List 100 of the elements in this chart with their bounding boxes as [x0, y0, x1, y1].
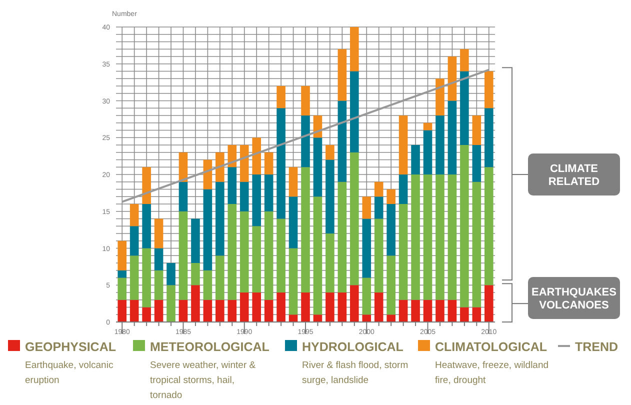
- legend-label: METEOROLOGICAL: [150, 340, 270, 354]
- bar: [350, 71, 359, 152]
- legend-label: GEOPHYSICAL: [25, 340, 116, 354]
- bar: [313, 138, 322, 197]
- bar: [386, 314, 396, 322]
- bar: [386, 204, 396, 256]
- bar: [276, 86, 286, 108]
- bar: [264, 174, 274, 212]
- bar: [228, 145, 237, 168]
- bar: [350, 27, 359, 72]
- bar: [118, 240, 127, 270]
- bar: [448, 100, 457, 174]
- bar: [374, 196, 384, 219]
- bar: [118, 278, 127, 300]
- bar: [411, 145, 420, 174]
- bar: [142, 307, 151, 322]
- bar: [484, 285, 494, 322]
- bar: [326, 160, 334, 234]
- bar: [216, 152, 224, 182]
- bar: [276, 218, 286, 292]
- bar: [264, 211, 274, 300]
- bar: [460, 145, 469, 308]
- bar: [288, 167, 298, 197]
- bar: [191, 263, 200, 286]
- bar: [484, 167, 494, 286]
- bar: [130, 256, 139, 300]
- bar: [154, 248, 164, 270]
- text: CLIMATE RELATED: [548, 163, 600, 188]
- bar: [326, 292, 334, 322]
- bar: [350, 285, 359, 322]
- bar: [472, 307, 482, 322]
- bar: [118, 270, 127, 278]
- bar: [288, 314, 298, 322]
- bar: [252, 138, 261, 174]
- text: Severe weather, winter & tropical storms, hail, tornado: [150, 360, 256, 401]
- bar: [374, 292, 384, 322]
- bar: [203, 189, 212, 270]
- bar: [154, 300, 164, 322]
- bar: [338, 49, 347, 101]
- bar: [423, 174, 432, 300]
- bar: [423, 130, 432, 174]
- bar: [362, 196, 372, 219]
- bar: [216, 300, 224, 322]
- bar: [142, 167, 151, 204]
- bar: [203, 160, 212, 190]
- bar: [154, 218, 164, 248]
- text: Heatwave, freeze, wildland fire, drought: [435, 360, 549, 386]
- bar: [326, 234, 334, 292]
- bar: [264, 152, 274, 174]
- bar: [166, 285, 176, 322]
- bar: [448, 56, 457, 101]
- bar: [264, 300, 274, 322]
- bar: [178, 211, 188, 300]
- bar: [460, 49, 469, 72]
- bar: [423, 122, 432, 130]
- bar: [203, 270, 212, 300]
- bar: [240, 145, 249, 182]
- bar: [338, 182, 347, 292]
- bar: [178, 300, 188, 322]
- bar: [313, 314, 322, 322]
- bar: [411, 300, 420, 322]
- bar: [398, 174, 408, 204]
- text: Earthquake, volcanic eruption: [25, 360, 114, 386]
- bar: [472, 116, 482, 145]
- bar: [374, 182, 384, 197]
- bar: [276, 292, 286, 322]
- bar: [398, 300, 408, 322]
- bar: [118, 300, 127, 322]
- bar: [228, 204, 237, 300]
- bar: [276, 108, 286, 219]
- bar: [301, 292, 310, 322]
- bar: [228, 167, 237, 204]
- text: River & flash flood, storm surge, landslide: [302, 360, 408, 386]
- bar: [448, 300, 457, 322]
- bar: [240, 292, 249, 322]
- bar: [362, 218, 372, 278]
- bar: [166, 263, 176, 286]
- bar: [288, 248, 298, 315]
- bar: [423, 300, 432, 322]
- legend-label: TREND: [575, 340, 618, 354]
- bar: [130, 300, 139, 322]
- bar: [436, 300, 444, 322]
- bar: [411, 174, 420, 300]
- bar: [374, 218, 384, 292]
- bar: [338, 100, 347, 182]
- legend-label: HYDROLOGICAL: [302, 340, 404, 354]
- bar: [362, 278, 372, 315]
- bar: [436, 116, 444, 174]
- bar: [386, 256, 396, 315]
- bar: [228, 300, 237, 322]
- bar: [386, 189, 396, 204]
- bar: [484, 108, 494, 168]
- bar: [301, 167, 310, 292]
- bar: [154, 270, 164, 300]
- bar: [460, 71, 469, 145]
- bar: [178, 182, 188, 212]
- bar: [460, 307, 469, 322]
- bar: [191, 218, 200, 263]
- bar: [313, 196, 322, 315]
- bar: [436, 174, 444, 300]
